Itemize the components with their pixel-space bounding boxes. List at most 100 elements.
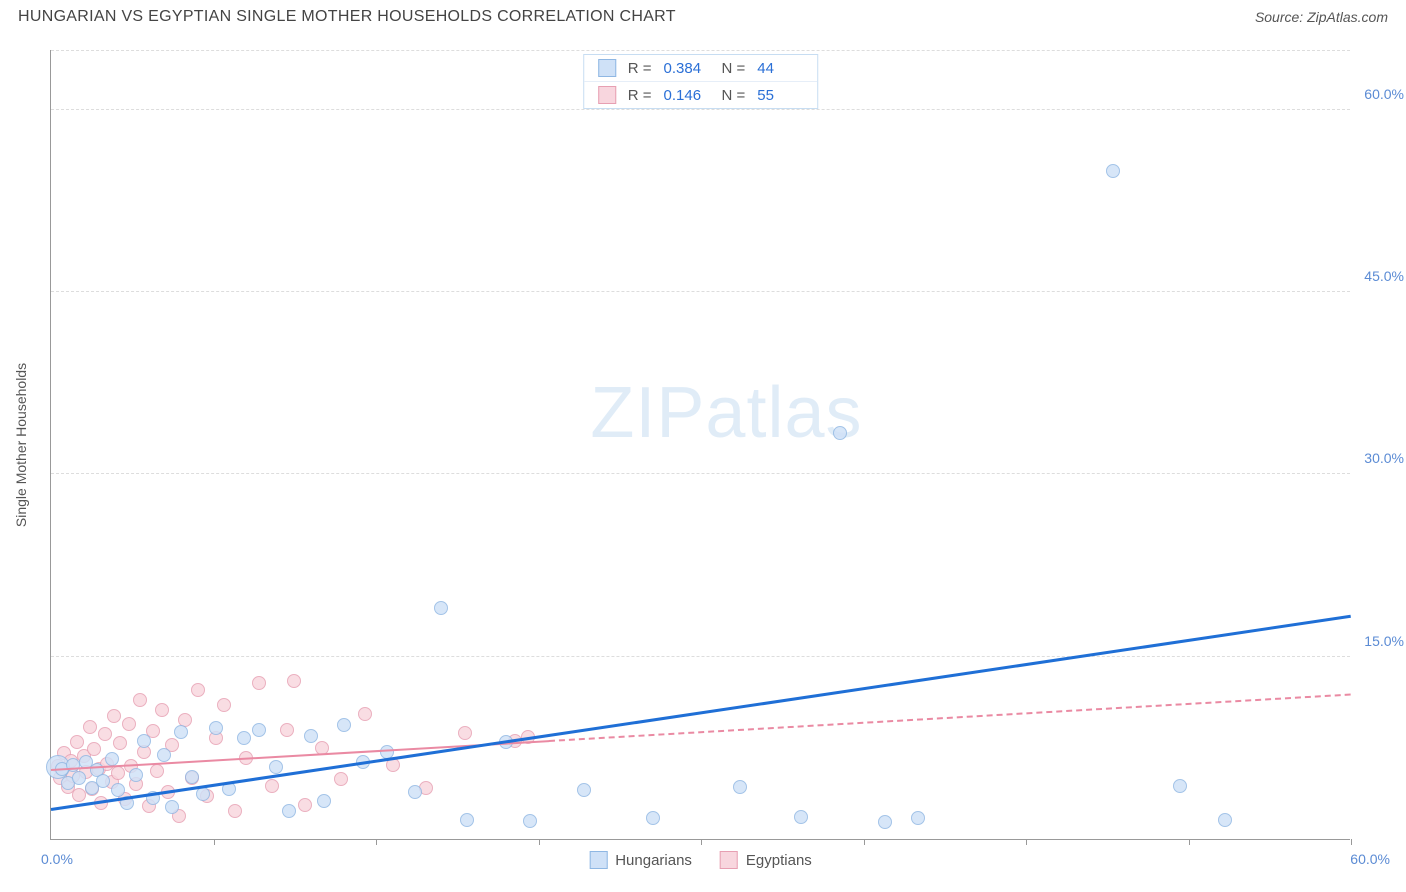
swatch-hungarians <box>589 851 607 869</box>
y-axis-label: Single Mother Households <box>13 362 29 526</box>
r-value-egyptians: 0.146 <box>664 87 710 104</box>
watermark-zip: ZIP <box>590 373 705 453</box>
chart-title: HUNGARIAN VS EGYPTIAN SINGLE MOTHER HOUS… <box>18 8 676 26</box>
n-value-hungarians: 44 <box>757 60 803 77</box>
x-tick <box>214 839 215 845</box>
chart-area: Single Mother Households ZIPatlas R = 0.… <box>50 50 1390 840</box>
x-tick <box>1026 839 1027 845</box>
swatch-hungarians <box>598 59 616 77</box>
data-point <box>111 766 125 780</box>
data-point <box>280 723 294 737</box>
data-point <box>165 800 179 814</box>
y-tick-label: 15.0% <box>1364 633 1404 649</box>
data-point <box>460 813 474 827</box>
data-point <box>191 683 205 697</box>
trend-line <box>51 615 1351 811</box>
swatch-egyptians <box>720 851 738 869</box>
data-point <box>265 779 279 793</box>
x-tick <box>864 839 865 845</box>
data-point <box>269 760 283 774</box>
n-label: N = <box>722 60 746 77</box>
watermark: ZIPatlas <box>590 372 862 454</box>
data-point <box>87 742 101 756</box>
data-point <box>1218 813 1232 827</box>
data-point <box>155 703 169 717</box>
data-point <box>911 811 925 825</box>
stats-legend: R = 0.384 N = 44 R = 0.146 N = 55 <box>583 54 819 109</box>
legend-item-hungarians: Hungarians <box>589 851 692 869</box>
y-tick-label: 60.0% <box>1364 86 1404 102</box>
data-point <box>434 601 448 615</box>
data-point <box>237 731 251 745</box>
data-point <box>72 771 86 785</box>
series-legend: Hungarians Egyptians <box>589 851 812 869</box>
data-point <box>150 764 164 778</box>
data-point <box>174 725 188 739</box>
x-tick <box>1351 839 1352 845</box>
x-tick <box>701 839 702 845</box>
data-point <box>96 774 110 788</box>
gridline <box>51 291 1350 292</box>
y-tick-label: 45.0% <box>1364 268 1404 284</box>
data-point <box>833 426 847 440</box>
r-label: R = <box>628 87 652 104</box>
series-name-hungarians: Hungarians <box>615 852 692 869</box>
data-point <box>298 798 312 812</box>
data-point <box>83 720 97 734</box>
source-name: ZipAtlas.com <box>1307 9 1388 25</box>
data-point <box>252 723 266 737</box>
x-max-label: 60.0% <box>1350 851 1390 867</box>
gridline <box>51 656 1350 657</box>
scatter-plot: Single Mother Households ZIPatlas R = 0.… <box>50 50 1350 840</box>
data-point <box>282 804 296 818</box>
data-point <box>1173 779 1187 793</box>
chart-header: HUNGARIAN VS EGYPTIAN SINGLE MOTHER HOUS… <box>0 0 1406 30</box>
data-point <box>646 811 660 825</box>
watermark-atlas: atlas <box>705 373 862 453</box>
x-tick <box>539 839 540 845</box>
data-point <box>1106 164 1120 178</box>
data-point <box>733 780 747 794</box>
data-point <box>122 717 136 731</box>
x-min-label: 0.0% <box>41 851 73 867</box>
data-point <box>70 735 84 749</box>
data-point <box>217 698 231 712</box>
data-point <box>72 788 86 802</box>
data-point <box>228 804 242 818</box>
data-point <box>358 707 372 721</box>
data-point <box>185 770 199 784</box>
swatch-egyptians <box>598 86 616 104</box>
data-point <box>105 752 119 766</box>
data-point <box>209 721 223 735</box>
data-point <box>577 783 591 797</box>
r-value-hungarians: 0.384 <box>664 60 710 77</box>
data-point <box>107 709 121 723</box>
data-point <box>408 785 422 799</box>
gridline <box>51 50 1350 51</box>
n-label: N = <box>722 87 746 104</box>
y-tick-label: 30.0% <box>1364 450 1404 466</box>
data-point <box>157 748 171 762</box>
data-point <box>287 674 301 688</box>
data-point <box>878 815 892 829</box>
data-point <box>252 676 266 690</box>
series-name-egyptians: Egyptians <box>746 852 812 869</box>
data-point <box>304 729 318 743</box>
data-point <box>334 772 348 786</box>
stats-row-hungarians: R = 0.384 N = 44 <box>584 55 818 81</box>
x-tick <box>1189 839 1190 845</box>
data-point <box>337 718 351 732</box>
gridline <box>51 473 1350 474</box>
data-point <box>458 726 472 740</box>
r-label: R = <box>628 60 652 77</box>
stats-row-egyptians: R = 0.146 N = 55 <box>584 81 818 108</box>
n-value-egyptians: 55 <box>757 87 803 104</box>
data-point <box>794 810 808 824</box>
gridline <box>51 109 1350 110</box>
data-point <box>523 814 537 828</box>
data-point <box>317 794 331 808</box>
data-point <box>137 734 151 748</box>
data-point <box>129 768 143 782</box>
legend-item-egyptians: Egyptians <box>720 851 812 869</box>
data-point <box>133 693 147 707</box>
